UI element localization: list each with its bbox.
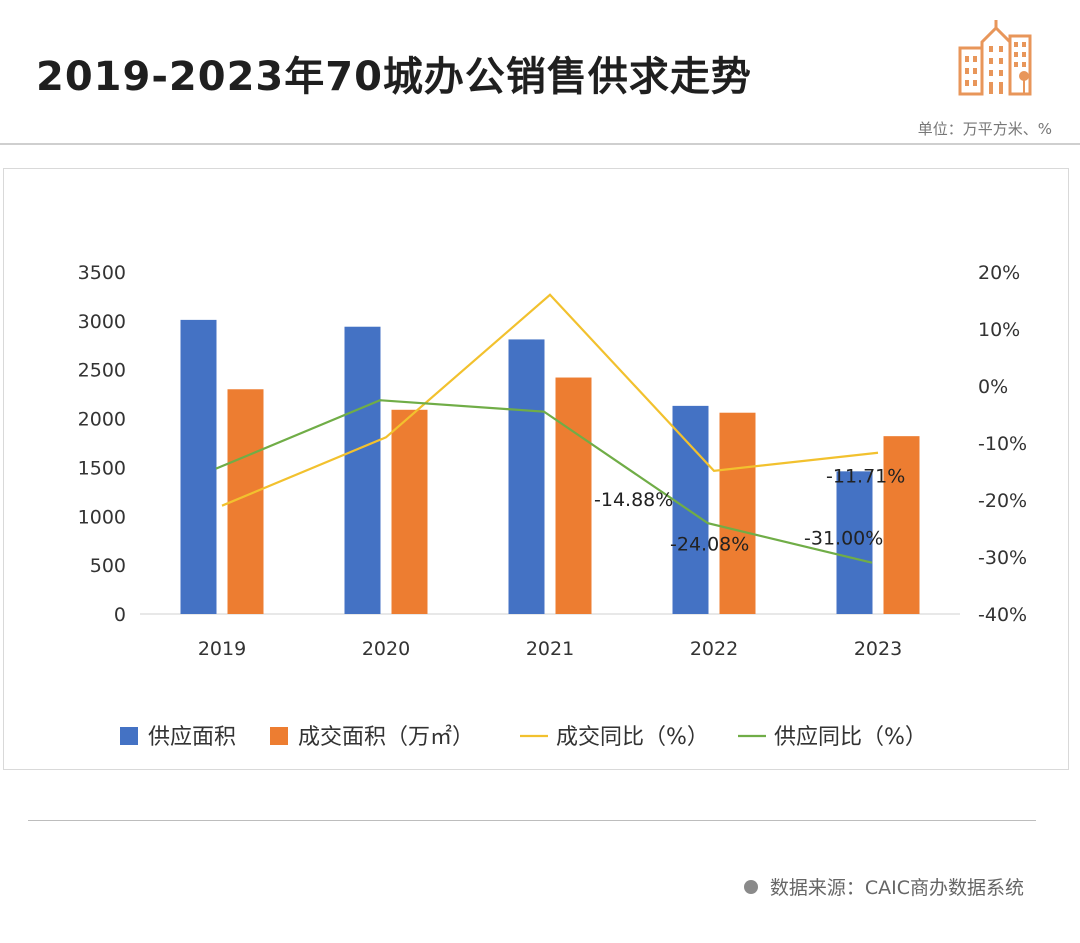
bottom-divider [28, 820, 1036, 821]
data-label: -14.88% [594, 489, 673, 511]
data-label: -24.08% [670, 533, 749, 555]
line-supply-yoy [215, 399, 873, 564]
x-axis-tick-label: 2019 [198, 638, 246, 660]
data-source: 数据来源：CAIC商办数据系统 [743, 873, 1024, 900]
legend-label: 供应同比（%） [774, 725, 927, 750]
left-axis-tick-label: 3000 [78, 311, 126, 333]
bullet-icon [743, 879, 758, 894]
bar-supply [344, 326, 381, 614]
legend-label: 成交同比（%） [556, 725, 709, 750]
page-title: 2019-2023年70城办公销售供求走势 [36, 54, 752, 100]
left-axis-tick-label: 1500 [78, 457, 126, 479]
x-axis-tick-label: 2023 [854, 638, 902, 660]
legend-item: 成交同比（%） [520, 725, 709, 750]
legend-label: 成交面积（万㎡） [298, 724, 474, 750]
bar-deal [883, 436, 920, 614]
right-axis-tick-label: 0% [978, 376, 1008, 398]
legend-label: 供应面积 [148, 725, 236, 750]
building-logo-icon [958, 20, 1032, 96]
right-axis-tick-label: -20% [978, 490, 1027, 512]
left-axis-tick-label: 500 [90, 555, 126, 577]
left-axis-tick-label: 1000 [78, 506, 126, 528]
bar-supply [836, 471, 873, 614]
bar-deal [391, 409, 428, 614]
x-axis-tick-label: 2021 [526, 638, 574, 660]
legend-item: 成交面积（万㎡） [270, 724, 474, 750]
right-axis-tick-label: -30% [978, 547, 1027, 569]
legend-swatch [270, 727, 288, 745]
x-axis-tick-label: 2022 [690, 638, 738, 660]
legend-swatch [120, 727, 138, 745]
data-source-text: 数据来源：CAIC商办数据系统 [769, 877, 1024, 899]
bar-supply [180, 319, 217, 614]
data-label: -11.71% [826, 466, 905, 488]
bar-supply [672, 405, 709, 614]
right-axis-tick-label: 10% [978, 319, 1020, 341]
left-axis-tick-label: 3500 [78, 262, 126, 284]
right-axis-tick-label: -10% [978, 433, 1027, 455]
left-axis-tick-label: 2000 [78, 409, 126, 431]
bar-supply [508, 339, 545, 614]
top-divider [0, 143, 1080, 145]
legend-item: 供应同比（%） [738, 725, 927, 750]
bar-deal [719, 412, 756, 614]
line-deal-yoy [221, 293, 879, 507]
data-label: -31.00% [804, 528, 883, 550]
left-axis-tick-label: 0 [114, 604, 126, 626]
unit-note: 单位：万平方米、% [917, 120, 1052, 138]
bar-deal [555, 377, 592, 614]
right-axis-tick-label: -40% [978, 604, 1027, 626]
legend-item: 供应面积 [120, 725, 236, 750]
x-axis-tick-label: 2020 [362, 638, 410, 660]
left-axis-tick-label: 2500 [78, 360, 126, 382]
right-axis-tick-label: 20% [978, 262, 1020, 284]
